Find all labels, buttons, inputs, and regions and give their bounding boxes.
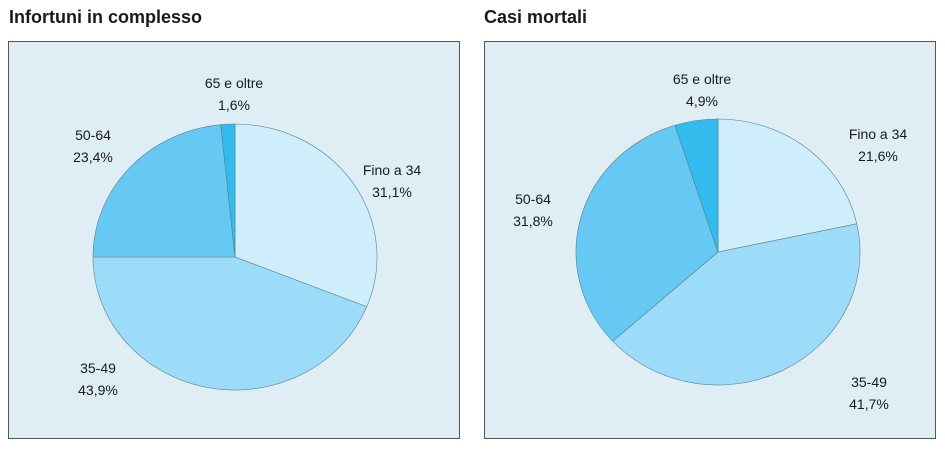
- pie-slice-50-64: [93, 125, 235, 257]
- chart-title-infortuni: Infortuni in complesso: [9, 7, 202, 28]
- slice-category: 65 e oltre: [673, 68, 731, 90]
- slice-percent: 21,6%: [849, 145, 907, 167]
- slice-category: 65 e oltre: [205, 72, 263, 94]
- label-50-64: 50-64 23,4%: [73, 124, 113, 168]
- slice-percent: 4,9%: [673, 90, 731, 112]
- label-35-49: 35-49 43,9%: [78, 357, 118, 401]
- slice-percent: 41,7%: [849, 393, 889, 415]
- chart-title-casi-mortali: Casi mortali: [484, 7, 587, 28]
- label-35-49: 35-49 41,7%: [849, 371, 889, 415]
- label-65-e-oltre: 65 e oltre 4,9%: [673, 68, 731, 112]
- label-fino-a-34: Fino a 34 21,6%: [849, 123, 907, 167]
- slice-percent: 1,6%: [205, 94, 263, 116]
- slice-category: Fino a 34: [363, 159, 421, 181]
- slice-percent: 43,9%: [78, 379, 118, 401]
- slice-category: 35-49: [78, 357, 118, 379]
- slice-category: 35-49: [849, 371, 889, 393]
- pie-chart-casi-mortali: Fino a 34 21,6% 35-49 41,7% 50-64 31,8% …: [484, 41, 936, 439]
- slice-percent: 31,1%: [363, 181, 421, 203]
- slice-category: 50-64: [73, 124, 113, 146]
- slice-percent: 23,4%: [73, 146, 113, 168]
- label-50-64: 50-64 31,8%: [513, 188, 553, 232]
- slice-percent: 31,8%: [513, 210, 553, 232]
- slice-category: 50-64: [513, 188, 553, 210]
- label-fino-a-34: Fino a 34 31,1%: [363, 159, 421, 203]
- pie-chart-infortuni: Fino a 34 31,1% 35-49 43,9% 50-64 23,4% …: [8, 41, 460, 439]
- slice-category: Fino a 34: [849, 123, 907, 145]
- label-65-e-oltre: 65 e oltre 1,6%: [205, 72, 263, 116]
